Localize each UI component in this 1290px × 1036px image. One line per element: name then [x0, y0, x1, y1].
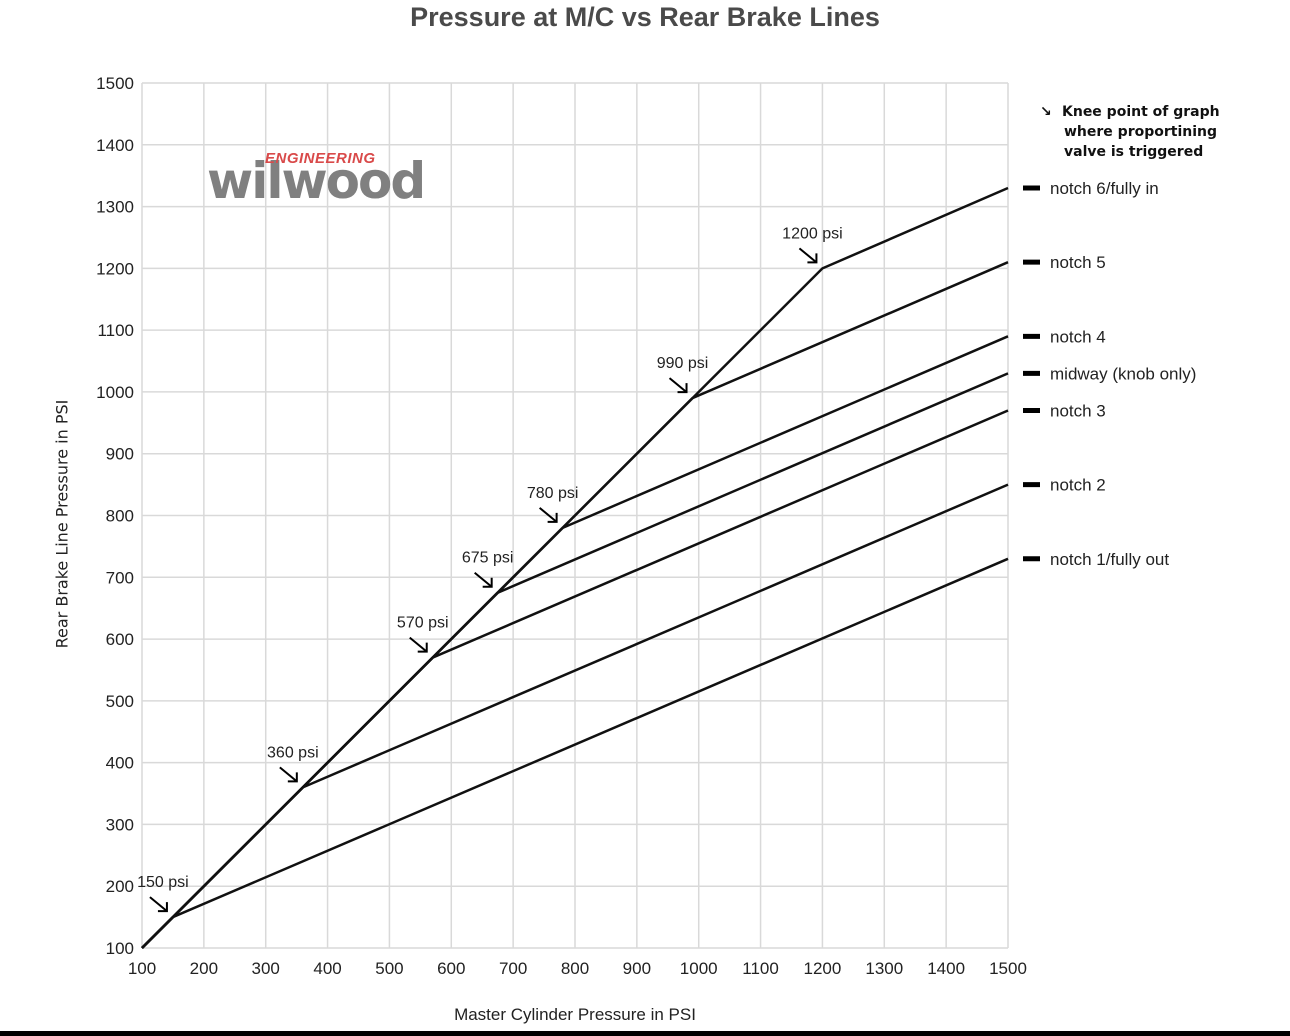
annotation-label: 360 psi — [267, 744, 319, 761]
y-tick-labels: 100 200 300 400 500 600 700 800 900 1000 1100 1200 1… — [96, 74, 134, 958]
y-tick-label: 500 — [106, 692, 134, 711]
legend-entry: notch 5 — [1050, 253, 1106, 272]
annotation-arrow — [538, 507, 558, 523]
arrow-down-right-icon: ↘ — [1040, 104, 1052, 120]
annotation-arrow — [279, 766, 298, 783]
x-tick-label: 1500 — [989, 959, 1027, 978]
annotation-arrow — [474, 571, 493, 588]
series-lines — [141, 186, 1009, 949]
annotation-label: 1200 psi — [782, 225, 843, 242]
wilwood-logo: ENGINEERING wilwood — [207, 150, 426, 210]
logo-engineering-text: ENGINEERING — [265, 150, 376, 167]
legend-entry: notch 6/fully in — [1050, 179, 1159, 198]
x-tick-label: 900 — [623, 959, 651, 978]
x-tick-label: 1000 — [680, 959, 718, 978]
annotation-arrow — [409, 636, 428, 653]
knee-annotations: 150 psi 360 psi 570 psi 675 psi 780 psi 990 p… — [137, 225, 843, 913]
y-tick-label: 400 — [106, 754, 134, 773]
y-tick-label: 1300 — [96, 198, 134, 217]
annotation-arrow — [149, 896, 168, 913]
y-tick-label: 1200 — [96, 259, 134, 278]
x-tick-label: 200 — [190, 959, 218, 978]
bottom-border — [0, 1031, 1290, 1036]
y-tick-label: 200 — [106, 877, 134, 896]
legend-entry: notch 2 — [1050, 476, 1106, 495]
legend-entry: notch 3 — [1050, 401, 1106, 420]
y-tick-label: 1400 — [96, 136, 134, 155]
y-tick-label: 100 — [106, 939, 134, 958]
y-tick-label: 700 — [106, 568, 134, 587]
chart-title: Pressure at M/C vs Rear Brake Lines — [410, 2, 880, 32]
knee-note-line-3: valve is triggered — [1064, 144, 1204, 160]
annotation-arrow — [798, 247, 818, 264]
knee-note-text-1: Knee point of graph — [1062, 104, 1220, 120]
x-tick-label: 100 — [128, 959, 156, 978]
y-tick-label: 800 — [106, 507, 134, 526]
x-axis-label: Master Cylinder Pressure in PSI — [454, 1005, 696, 1024]
x-tick-label: 1100 — [742, 959, 779, 978]
knee-note-line-2: where proportining — [1064, 124, 1218, 140]
y-tick-label: 300 — [106, 815, 134, 834]
knee-note: ↘ Knee point of graph where proportining … — [1040, 102, 1220, 162]
y-tick-label: 1000 — [96, 383, 134, 402]
x-tick-label: 300 — [252, 959, 280, 978]
y-axis-label: Rear Brake Line Pressure in PSI — [52, 399, 72, 649]
knee-note-line-1: ↘ Knee point of graph — [1040, 102, 1220, 122]
y-tick-label: 1100 — [97, 321, 134, 340]
x-tick-label: 1200 — [804, 959, 842, 978]
series-line-7 — [141, 557, 1009, 949]
series-line-6 — [141, 483, 1009, 949]
legend-entry: notch 4 — [1050, 327, 1106, 346]
legend-entry: midway (knob only) — [1050, 364, 1196, 383]
x-tick-label: 600 — [437, 959, 465, 978]
logo-wordmark: wilwood — [207, 152, 426, 210]
legend: notch 6/fully in notch 5 notch 4 midway (kn… — [1023, 179, 1196, 569]
y-tick-label: 1500 — [96, 74, 134, 93]
x-tick-label: 700 — [499, 959, 527, 978]
legend-entry: notch 1/fully out — [1050, 550, 1169, 569]
y-tick-label: 600 — [106, 630, 134, 649]
annotation-label: 675 psi — [462, 550, 514, 567]
annotation-label: 780 psi — [527, 485, 579, 502]
annotation-label: 570 psi — [397, 615, 449, 632]
x-tick-labels: 100 200 300 400 500 600 700 800 900 1000 1100 1200 1… — [128, 959, 1027, 978]
annotation-arrow — [668, 377, 688, 394]
annotation-label: 990 psi — [657, 355, 709, 372]
x-tick-label: 1300 — [865, 959, 903, 978]
x-tick-label: 800 — [561, 959, 589, 978]
x-tick-label: 500 — [375, 959, 403, 978]
annotation-label: 150 psi — [137, 874, 189, 891]
x-tick-label: 400 — [313, 959, 341, 978]
y-tick-label: 900 — [106, 445, 134, 464]
x-tick-label: 1400 — [927, 959, 965, 978]
